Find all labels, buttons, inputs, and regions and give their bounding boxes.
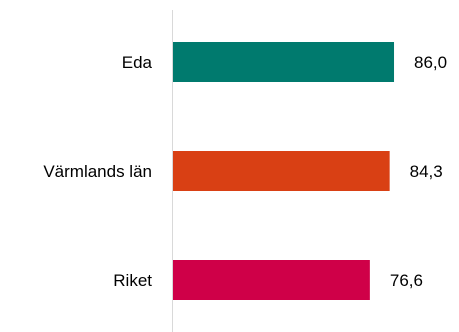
bar-1: [173, 151, 390, 191]
value-label-0: 86,0: [414, 53, 447, 72]
category-label-0: Eda: [122, 53, 153, 72]
category-label-2: Riket: [113, 271, 152, 290]
value-label-2: 76,6: [390, 271, 423, 290]
bar-0: [173, 42, 395, 82]
category-label-1: Värmlands län: [43, 162, 152, 181]
bar-2: [173, 260, 370, 300]
value-label-1: 84,3: [410, 162, 443, 181]
